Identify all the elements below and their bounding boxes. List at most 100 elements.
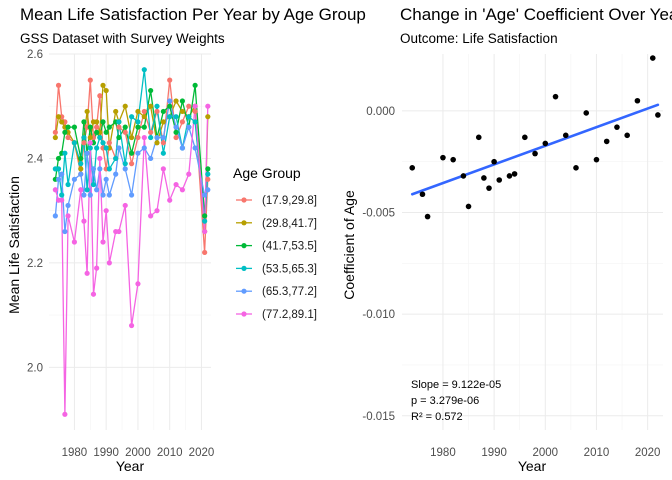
series-point-1 bbox=[94, 124, 100, 130]
series-point-6 bbox=[179, 187, 186, 193]
series-point-5 bbox=[78, 171, 84, 177]
series-point-6 bbox=[84, 270, 90, 276]
right-x-axis-title: Year bbox=[518, 458, 547, 474]
series-point-5 bbox=[94, 187, 100, 193]
legend-label: (41.7,53.5] bbox=[262, 241, 317, 253]
series-point-1 bbox=[160, 140, 166, 146]
series-point-4 bbox=[103, 145, 109, 151]
series-point-4 bbox=[135, 119, 141, 125]
series-point-1 bbox=[186, 103, 192, 109]
series-point-3 bbox=[103, 129, 109, 135]
series-point-1 bbox=[106, 140, 112, 146]
slope-annotation: Slope = 9.122e-05 bbox=[411, 379, 501, 391]
series-point-4 bbox=[202, 218, 208, 224]
left-x-tick-label: 2010 bbox=[157, 447, 183, 459]
right-x-tick-label: 1990 bbox=[481, 447, 507, 459]
series-point-6 bbox=[97, 155, 103, 162]
series-point-6 bbox=[135, 281, 141, 287]
series-point-6 bbox=[78, 187, 84, 193]
legend-items: (17.9,29.8] (29.8,41.7] (41.7,53.5] (53.5,6… bbox=[236, 195, 317, 321]
series-point-5 bbox=[205, 187, 211, 193]
series-point-5 bbox=[167, 98, 173, 104]
series-point-4 bbox=[84, 187, 90, 193]
series-point-6 bbox=[128, 322, 135, 329]
series-point-6 bbox=[154, 208, 160, 214]
left-x-tick-label: 1980 bbox=[62, 447, 88, 459]
left-x-tick-label: 1990 bbox=[93, 447, 119, 459]
series-point-3 bbox=[205, 166, 211, 172]
left-y-axis-title: Mean Life Satisfaction bbox=[6, 176, 22, 314]
legend-item: (17.9,29.8] bbox=[236, 195, 317, 207]
series-point-2 bbox=[52, 134, 58, 141]
series-point-3 bbox=[173, 129, 179, 135]
series-point-2 bbox=[173, 98, 179, 104]
series-point-5 bbox=[202, 192, 208, 198]
series-point-1 bbox=[173, 134, 179, 141]
left-chart-subtitle: GSS Dataset with Survey Weights bbox=[20, 31, 225, 46]
right-chart-subtitle: Outcome: Life Satisfaction bbox=[400, 31, 558, 46]
scatter-point bbox=[424, 213, 431, 220]
legend-key-point bbox=[241, 243, 247, 249]
series-point-3 bbox=[94, 129, 100, 135]
series-point-2 bbox=[179, 108, 186, 115]
right-y-tick-label: 0.000 bbox=[366, 106, 395, 118]
series-point-5 bbox=[90, 166, 97, 172]
scatter-point bbox=[522, 134, 528, 141]
scatter-point bbox=[532, 150, 538, 157]
scatter-point bbox=[460, 173, 467, 179]
series-point-6 bbox=[65, 213, 71, 219]
series-point-3 bbox=[116, 134, 122, 141]
series-point-1 bbox=[116, 124, 122, 130]
series-point-1 bbox=[52, 129, 58, 135]
series-point-1 bbox=[55, 82, 62, 88]
left-series-points bbox=[52, 67, 211, 417]
series-point-6 bbox=[141, 134, 147, 141]
series-point-4 bbox=[192, 119, 198, 125]
series-point-3 bbox=[192, 82, 198, 88]
legend-key-point bbox=[241, 288, 247, 294]
series-point-5 bbox=[173, 124, 179, 130]
series-point-1 bbox=[122, 129, 128, 135]
legend-label: (17.9,29.8] bbox=[262, 195, 317, 207]
series-point-3 bbox=[78, 155, 84, 162]
series-point-2 bbox=[128, 134, 135, 141]
series-point-1 bbox=[141, 108, 147, 115]
series-point-5 bbox=[100, 192, 106, 198]
series-point-2 bbox=[160, 119, 166, 125]
scatter-point bbox=[440, 154, 446, 161]
left-x-axis-title: Year bbox=[116, 458, 145, 474]
scatter-point bbox=[542, 140, 549, 147]
series-point-4 bbox=[71, 140, 78, 146]
left-x-tick-label: 2020 bbox=[189, 447, 215, 459]
scatter-point bbox=[465, 203, 472, 210]
series-point-4 bbox=[100, 140, 106, 146]
series-point-3 bbox=[65, 124, 71, 130]
series-point-4 bbox=[160, 150, 166, 156]
series-point-5 bbox=[179, 145, 186, 151]
series-point-1 bbox=[205, 176, 211, 182]
scatter-point bbox=[614, 124, 620, 130]
series-point-6 bbox=[148, 213, 154, 219]
series-point-6 bbox=[90, 291, 97, 297]
right-tick-labels: 1980 1990 2000 2010 2020 -0.015 -0.010 -0.005 0.… bbox=[362, 106, 660, 459]
series-point-1 bbox=[154, 108, 160, 115]
series-point-6 bbox=[94, 265, 100, 271]
series-line-6 bbox=[54, 106, 209, 415]
series-point-2 bbox=[141, 114, 147, 120]
series-point-3 bbox=[167, 103, 173, 109]
left-x-tick-label: 2000 bbox=[125, 447, 151, 459]
series-point-3 bbox=[128, 150, 135, 156]
series-point-2 bbox=[122, 103, 128, 109]
series-point-5 bbox=[135, 150, 141, 156]
series-point-4 bbox=[106, 166, 112, 172]
series-point-6 bbox=[106, 260, 112, 266]
series-point-4 bbox=[94, 145, 100, 151]
series-point-1 bbox=[135, 134, 141, 141]
legend-label: (53.5,65.3] bbox=[262, 263, 317, 275]
series-point-6 bbox=[62, 411, 68, 417]
series-point-6 bbox=[103, 208, 109, 214]
right-panel-background bbox=[386, 0, 672, 480]
legend-key-point bbox=[241, 265, 247, 271]
right-x-tick-label: 2020 bbox=[635, 447, 661, 459]
series-point-3 bbox=[81, 119, 87, 125]
